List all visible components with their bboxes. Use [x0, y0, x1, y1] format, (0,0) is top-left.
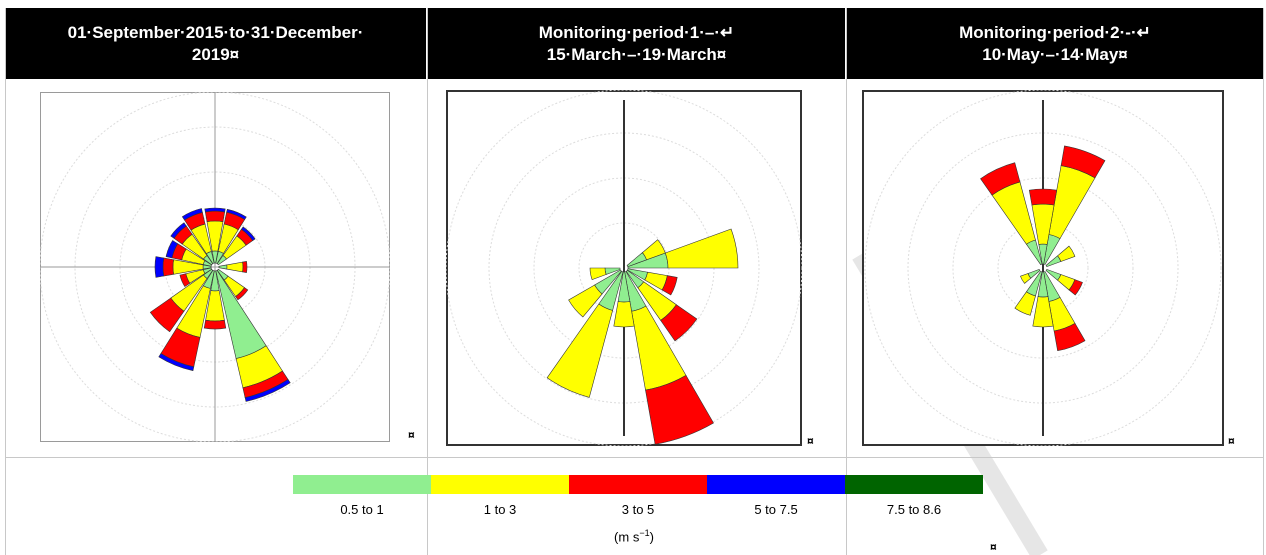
- header-period-1: Monitoring·period·1·–·↵ 15·March·–·19·Ma…: [428, 8, 845, 79]
- petal-3-2: [242, 261, 248, 273]
- legend-swatch-1: [431, 475, 569, 494]
- wind-rose-period-1: [446, 90, 802, 446]
- petal-5-1: [613, 301, 635, 328]
- petal-3-2: [660, 304, 698, 342]
- legend-label-4: 7.5 to 8.6: [886, 502, 942, 517]
- petal-6-1: [1032, 296, 1054, 328]
- petal-0-1: [664, 228, 739, 269]
- unit-exponent: −1: [639, 528, 650, 538]
- wind-rose-overall: [40, 92, 390, 442]
- header-3-line1: Monitoring·period·2·-·↵: [959, 22, 1151, 42]
- header-period-all: 01·September·2015·to·31·December· 2019¤: [5, 8, 426, 79]
- petal-0-2: [204, 210, 226, 223]
- petal-2-3: [240, 226, 256, 242]
- legend-unit: (m s−1): [564, 528, 704, 544]
- petal-0-2: [1060, 145, 1106, 179]
- petal-2-2: [980, 162, 1021, 196]
- petal-1-3: [226, 208, 247, 220]
- cell-mark-2: ¤: [807, 434, 814, 448]
- petal-3-1: [1057, 245, 1076, 262]
- table-border-left: [5, 8, 6, 555]
- petal-2-2: [661, 275, 678, 296]
- petal-1-2: [1028, 188, 1058, 206]
- legend-label-3: 5 to 7.5: [754, 502, 798, 517]
- petal-6-2: [203, 319, 227, 330]
- legend-label-0: 0.5 to 1: [340, 502, 384, 517]
- unit-suffix: ): [649, 529, 654, 545]
- petal-10-2: [162, 257, 174, 277]
- legend-label-2: 3 to 5: [621, 502, 655, 517]
- petal-8-2: [149, 297, 185, 333]
- petal-4-2: [235, 287, 249, 301]
- header-1-line2: 2019¤: [191, 44, 240, 64]
- petal-9-2: [179, 273, 191, 288]
- rose-1-petals: [149, 207, 291, 402]
- petal-7-3: [158, 353, 195, 372]
- rose-3-petals: [980, 145, 1106, 352]
- header-2-line1: Monitoring·period·1·–·↵: [538, 22, 735, 42]
- cell-mark-legend: ¤: [990, 540, 997, 554]
- rose-2-petals: [546, 228, 739, 445]
- petal-5-3: [244, 378, 291, 402]
- legend-label-1: 1 to 3: [483, 502, 517, 517]
- legend-swatch-2: [569, 475, 707, 494]
- table-divider-1: [427, 8, 428, 555]
- petal-12-3: [170, 222, 187, 239]
- table-row-divider: [5, 457, 1263, 458]
- header-3-line2: 10·May·–·14·May¤: [982, 44, 1128, 64]
- petal-7-1: [568, 284, 603, 318]
- petal-6-1: [546, 303, 613, 398]
- legend-swatch-4: [845, 475, 983, 494]
- cell-mark-3: ¤: [1228, 434, 1235, 448]
- petal-8-1: [589, 267, 607, 280]
- petal-4-2: [645, 374, 714, 445]
- petal-1-1: [641, 239, 666, 261]
- petal-10-3: [154, 256, 165, 278]
- petal-5-2: [1053, 322, 1086, 352]
- petal-4-2: [1068, 279, 1083, 296]
- petal-11-3: [165, 240, 179, 259]
- header-2-line2: 15·March·–·19·March¤: [546, 44, 727, 64]
- header-1-line1: 01·September·2015·to·31·December·: [67, 22, 364, 42]
- petal-13-3: [181, 208, 203, 221]
- header-period-2: Monitoring·period·2·-·↵ 10·May·–·14·May¤: [847, 8, 1263, 79]
- wind-rose-period-2: [862, 90, 1224, 446]
- table-divider-2: [846, 8, 847, 555]
- unit-prefix: (m s: [614, 529, 640, 545]
- legend-swatch-0: [293, 475, 431, 494]
- cell-mark-1: ¤: [408, 428, 415, 442]
- legend-swatch-3: [707, 475, 845, 494]
- table-border-right: [1263, 8, 1264, 555]
- petal-8-1: [1020, 273, 1032, 284]
- petal-0-3: [204, 207, 226, 213]
- petal-7-1: [1014, 291, 1036, 316]
